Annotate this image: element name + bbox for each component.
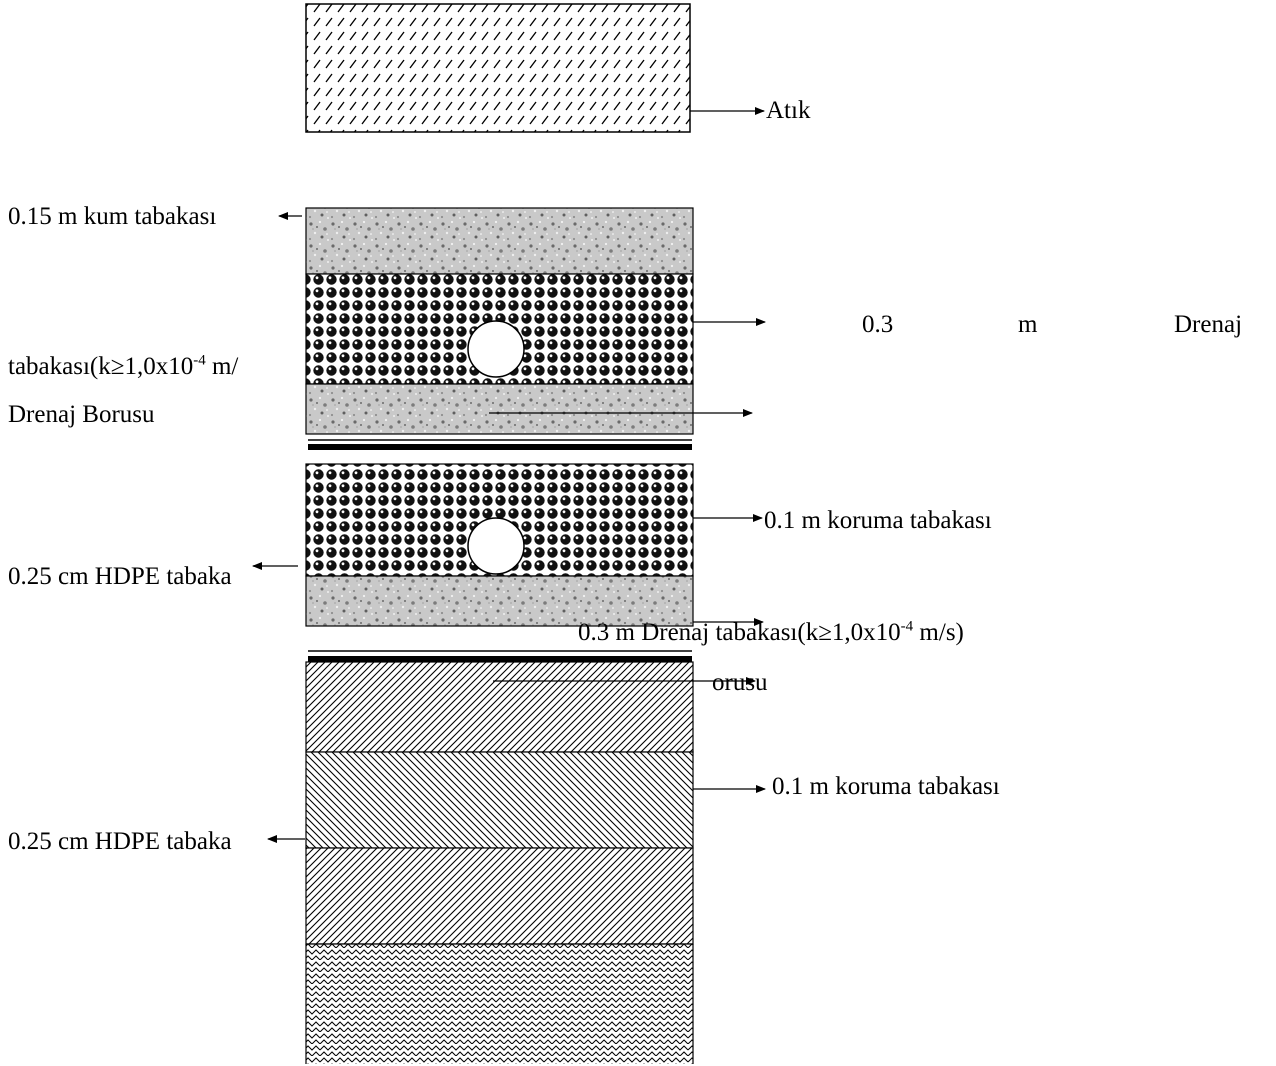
protection-sand-layer-2 [305, 575, 694, 627]
hdpe-liner-2 [308, 650, 692, 662]
clay-layer-2 [305, 751, 694, 849]
label-waste: Atık [766, 97, 811, 124]
label-hdpe-1: 0.25 cm HDPE tabaka [8, 563, 232, 590]
label-drain-1-cont: tabakası(k≥1,0x10-4 m/ [8, 352, 239, 380]
label-drain-1-c: Drenaj [1174, 311, 1243, 338]
waste-layer [305, 3, 691, 133]
clay-layer-1 [305, 661, 694, 753]
label-drain-pipe: Drenaj Borusu [8, 401, 155, 428]
label-drain-1-b: m [1018, 311, 1038, 338]
drain-pipe-icon [467, 320, 525, 378]
subgrade-layer [306, 944, 693, 1064]
label-drain-1-a: 0.3 [862, 311, 894, 338]
label-protection-1: 0.1 m koruma tabakası [764, 507, 992, 534]
hdpe-liner-1 [308, 439, 692, 450]
label-hdpe-2: 0.25 cm HDPE tabaka [8, 828, 232, 855]
drain-pipe-icon [467, 517, 525, 575]
label-pipe-2-fragment: orusu [712, 669, 768, 696]
protection-sand-layer-1 [305, 383, 694, 435]
label-drain-2: 0.3 m Drenaj tabakası(k≥1,0x10-4 m/s) [578, 618, 964, 646]
clay-layer-3 [305, 847, 694, 945]
label-sand-layer: 0.15 m kum tabakası [8, 203, 217, 230]
label-protection-2: 0.1 m koruma tabakası [772, 773, 1000, 800]
sand-layer [305, 207, 694, 275]
